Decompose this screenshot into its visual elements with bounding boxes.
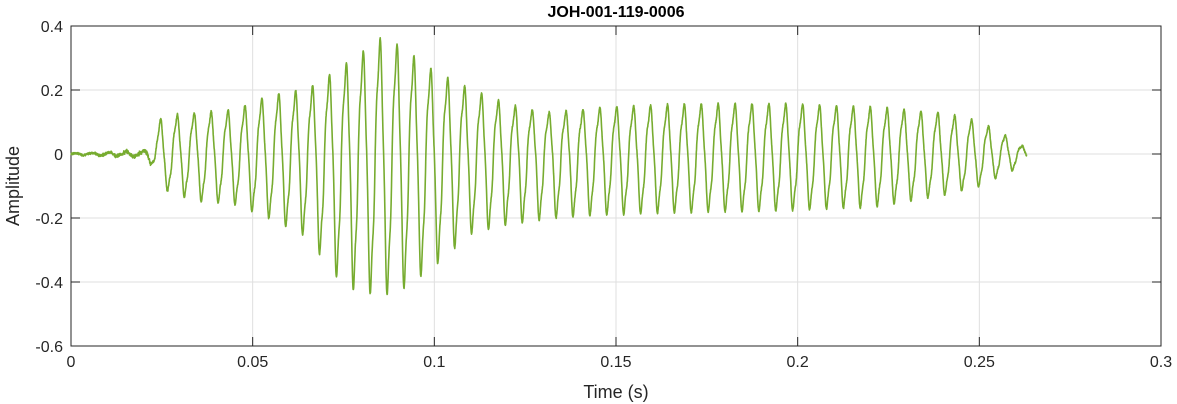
x-tick-label: 0.25 <box>964 354 995 371</box>
y-axis-label: Amplitude <box>3 146 23 226</box>
x-tick-label: 0.2 <box>787 354 809 371</box>
grid-lines <box>70 25 1162 347</box>
x-axis: 0 0.05 0.1 0.15 0.2 0.25 0.3 <box>67 26 1172 371</box>
x-tick-label: 0.05 <box>237 354 268 371</box>
y-tick-label: 0.4 <box>41 19 63 36</box>
y-tick-label: 0 <box>54 147 63 164</box>
y-tick-label: -0.6 <box>35 339 63 356</box>
series-line-amplitude <box>70 37 1028 296</box>
y-tick-label: 0.2 <box>41 83 63 100</box>
x-axis-label: Time (s) <box>583 382 648 402</box>
y-axis: -0.6 -0.4 -0.2 0 0.2 0.4 <box>35 19 1161 356</box>
y-tick-label: -0.4 <box>35 275 63 292</box>
y-tick-label: -0.2 <box>35 211 63 228</box>
x-tick-label: 0 <box>67 354 76 371</box>
x-tick-label: 0.3 <box>1150 354 1172 371</box>
x-tick-label: 0.1 <box>423 354 445 371</box>
x-tick-label: 0.15 <box>600 354 631 371</box>
chart-title: JOH-001-119-0006 <box>548 4 685 21</box>
